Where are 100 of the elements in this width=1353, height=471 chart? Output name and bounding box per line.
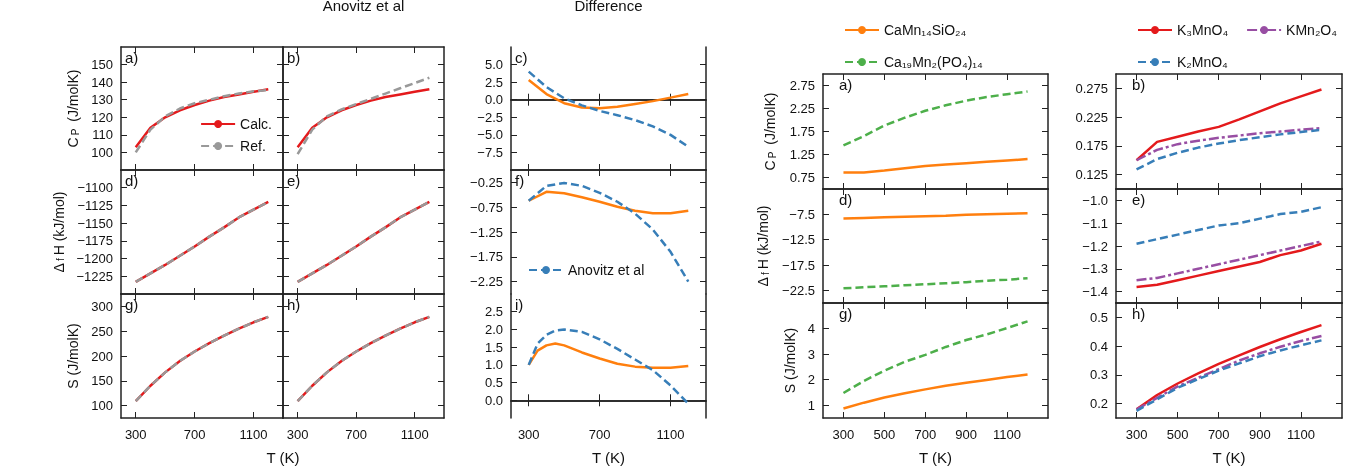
y-tick-label: 300 [91,298,113,314]
y-tick-label: 0.5 [484,375,503,391]
annotation: c) [515,49,528,66]
annotation: e) [1132,191,1146,208]
y-tick-label: −7.5 [477,144,503,160]
y-tick-label: −0.75 [470,199,503,215]
y-tick-label: −2.5 [477,109,503,125]
y-axis-title: S (J/molK) [65,323,82,389]
y-axis-title: ΔfH (kJ/mol) [755,205,771,287]
x-tick-label: 1100 [400,427,429,442]
y-tick-label: 2.25 [789,101,815,116]
x-axis-title: T (K) [591,449,626,466]
x-tick-label: 300 [124,427,147,442]
annotation: e) [287,172,301,189]
x-tick-label: 1100 [239,427,268,442]
x-tick-label: 300 [1125,427,1148,442]
x-tick-label: 500 [873,427,896,442]
y-tick-label: −12.5 [782,232,815,248]
y-tick-label: 150 [91,57,113,73]
y-tick-label: 100 [91,144,113,160]
y-tick-label: 0.175 [1075,138,1108,154]
y-tick-label: 1.75 [789,124,815,139]
x-tick-label: 700 [345,427,368,442]
annotation: h) [1132,305,1146,322]
legend-label: K₂MnO₄ [1177,54,1229,70]
legend-label: Ref. [240,138,266,154]
y-tick-label: 2.5 [484,304,503,320]
y-tick-label: 120 [91,109,113,125]
y-tick-label: 0.225 [1075,109,1108,125]
y-tick-label: 4 [807,321,815,337]
y-tick-label: −1100 [77,180,113,196]
y-tick-label: 250 [91,323,113,339]
y-axis-title: CP (J/molK) [762,92,779,171]
y-tick-label: −0.25 [470,174,503,190]
y-tick-label: 2.5 [484,74,503,90]
annotation: a) [839,76,853,93]
legend-label: KMn₂O₄ [1286,22,1338,38]
y-tick-label: 110 [92,127,113,143]
y-tick-label: 2.75 [789,78,815,93]
annotation: b) [1132,76,1146,93]
y-axis-title: S (J/molK) [781,327,798,394]
annotation: a) [125,49,139,66]
legend-label: CaMn₁₄SiO₂₄ [884,22,967,38]
annotation: g) [125,296,139,313]
y-tick-label: 2.0 [484,321,503,337]
y-tick-label: −17.5 [782,257,815,273]
y-tick-label: 1.25 [789,147,815,162]
y-tick-label: −1.4 [1082,284,1108,300]
annotation: d) [839,191,853,208]
annotation: g) [839,305,853,322]
y-tick-label: 3 [807,346,815,362]
x-axis-title: T (K) [918,449,953,466]
x-tick-label: 700 [588,427,611,442]
x-axis-title: T (K) [266,449,300,466]
y-tick-label: −1.2 [1082,238,1108,254]
y-tick-label: 200 [91,348,113,364]
chart-title: Difference [574,0,643,14]
y-tick-label: 0.3 [1089,367,1108,383]
y-tick-label: 1.5 [484,339,503,355]
y-tick-label: 1.0 [484,357,503,373]
y-tick-label: −1.75 [470,249,503,265]
y-tick-label: 5.0 [484,57,503,73]
y-tick-label: −1150 [77,215,113,231]
y-tick-label: −22.5 [782,282,815,298]
y-tick-label: 130 [91,92,113,108]
x-tick-label: 500 [1166,427,1189,442]
legend-label: Ca₁₉Mn₂(PO₄)₁₄ [884,54,984,70]
y-tick-label: −1.0 [1082,192,1108,208]
y-tick-label: 2 [807,372,815,388]
chart-title: Anovitz et al [322,0,405,14]
y-tick-label: 1 [807,397,815,413]
legend-label: K₃MnO₄ [1177,22,1229,38]
annotation: b) [287,49,301,66]
x-tick-label: 300 [286,427,309,442]
y-tick-label: −2.25 [470,274,503,290]
y-tick-label: 0.275 [1075,80,1108,96]
y-tick-label: 0.2 [1089,396,1108,412]
x-tick-label: 700 [914,427,937,442]
x-tick-label: 700 [183,427,206,442]
legend-label: Anovitz et al [568,262,645,278]
x-tick-label: 900 [1248,427,1271,442]
y-axis-title: ΔfH (kJ/mol) [50,191,67,273]
x-tick-label: 700 [1207,427,1230,442]
y-tick-label: 0.0 [484,92,503,108]
x-tick-label: 1100 [656,427,685,442]
y-tick-label: −1125 [77,197,113,213]
x-tick-label: 300 [832,427,855,442]
y-tick-label: 100 [91,398,113,414]
x-tick-label: 900 [955,427,978,442]
legend-label: Calc. [240,116,273,132]
y-tick-label: −1.3 [1082,261,1108,277]
annotation: f) [515,172,525,189]
annotation: d) [125,172,139,189]
x-tick-label: 1100 [993,427,1022,442]
annotation: h) [287,296,301,313]
y-tick-label: 0.125 [1075,167,1108,183]
y-tick-label: 150 [91,373,113,389]
y-tick-label: 0.5 [1089,309,1108,325]
x-tick-label: 300 [517,427,540,442]
y-tick-label: −1200 [76,251,113,267]
